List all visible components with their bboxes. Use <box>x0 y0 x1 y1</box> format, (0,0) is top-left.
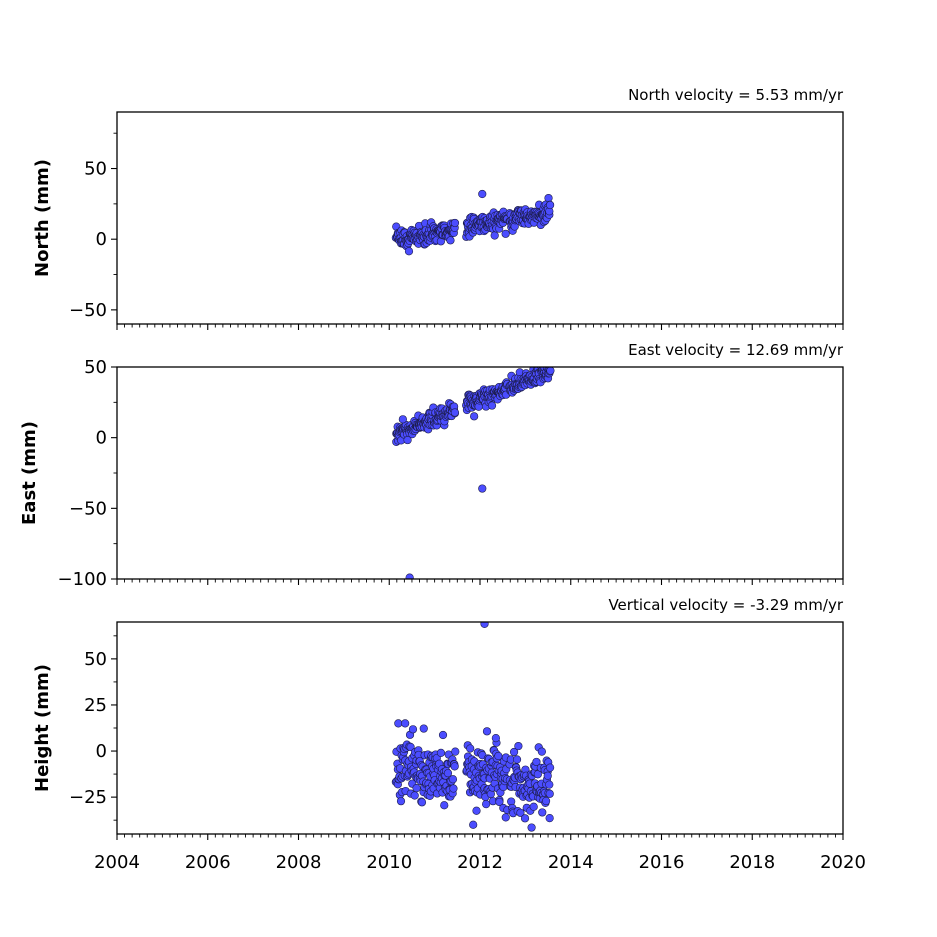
height-data-point <box>501 813 510 822</box>
height-data-point <box>394 719 403 728</box>
north-data-point <box>546 200 555 210</box>
height-data-point <box>440 801 449 810</box>
height-data-point <box>532 757 541 767</box>
north-y-tick-label: −50 <box>69 300 107 321</box>
height-x-tick-label: 2020 <box>820 852 866 873</box>
height-data-point <box>401 719 410 728</box>
height-data-point <box>450 762 459 771</box>
north-y-axis-label: North (mm) <box>32 159 53 277</box>
height-data-point <box>495 797 504 807</box>
north-plot-frame <box>116 111 844 325</box>
height-x-tick-label: 2016 <box>639 852 685 873</box>
height-data-point <box>438 730 448 740</box>
height-data-point <box>417 798 427 807</box>
height-data-point <box>546 763 555 772</box>
east-data-point <box>450 408 460 417</box>
height-panel: −25 0 25 50 2004 2006 2008 2010 2012 2014 2016 201… <box>32 596 866 873</box>
height-data-point <box>541 796 551 806</box>
height-data-point <box>410 791 419 800</box>
east-y-tick-label: 0 <box>96 428 107 449</box>
height-y-tick-label: 0 <box>96 741 107 762</box>
height-data-point <box>412 783 421 793</box>
height-data-point <box>509 747 519 757</box>
north-panel: −50 0 50 North velocity = 5.53 mm/yr North… <box>32 86 844 330</box>
north-data-point <box>404 247 414 256</box>
north-velocity-label: North velocity = 5.53 mm/yr <box>628 86 844 104</box>
height-x-tick-label: 2018 <box>729 852 775 873</box>
height-data-point <box>543 771 552 780</box>
north-data-point <box>544 193 553 203</box>
north-data-point <box>501 229 510 238</box>
east-y-axis-label: East (mm) <box>19 421 40 525</box>
height-y-tick-label: −25 <box>69 787 107 808</box>
east-y-tick-label: −100 <box>58 569 107 590</box>
height-data-point <box>480 622 489 628</box>
height-data-point <box>491 734 500 743</box>
east-y-tick-label: −50 <box>69 498 107 519</box>
east-data-point <box>478 484 487 493</box>
east-data-point <box>470 412 479 421</box>
north-data-points <box>391 189 555 256</box>
height-x-tick-label: 2008 <box>276 852 322 873</box>
height-data-point <box>527 823 536 832</box>
north-y-tick-label: 50 <box>84 159 107 180</box>
height-plot-frame <box>116 621 844 835</box>
height-data-point <box>537 747 546 756</box>
height-data-point <box>545 780 554 789</box>
north-data-point <box>478 189 487 199</box>
east-y-tick-label: 50 <box>84 357 107 378</box>
east-plot-frame <box>116 366 844 580</box>
east-panel: −100 −50 0 50 East velocity = 12.69 mm/yr E… <box>19 341 844 590</box>
height-data-point <box>514 741 523 751</box>
height-data-point <box>448 775 458 784</box>
height-data-point <box>538 808 547 817</box>
height-data-point <box>472 806 481 815</box>
height-data-point <box>545 814 554 823</box>
height-y-axis-label: Height (mm) <box>32 664 53 792</box>
height-data-point <box>482 800 491 809</box>
east-velocity-label: East velocity = 12.69 mm/yr <box>628 341 844 359</box>
height-data-point <box>545 789 554 798</box>
height-data-point <box>406 742 415 752</box>
height-velocity-label: Vertical velocity = -3.29 mm/yr <box>608 596 843 614</box>
height-data-points <box>391 622 555 832</box>
height-x-tick-label: 2012 <box>457 852 503 873</box>
height-data-point <box>520 814 530 823</box>
north-data-point <box>446 236 455 245</box>
height-data-point <box>469 820 478 829</box>
east-data-point <box>405 573 414 579</box>
east-data-point <box>546 367 555 375</box>
height-data-point <box>516 808 525 817</box>
height-y-tick-label: 25 <box>84 695 107 716</box>
height-x-tick-label: 2006 <box>185 852 231 873</box>
height-y-tick-label: 50 <box>84 649 107 670</box>
height-data-point <box>408 725 418 734</box>
north-data-point <box>450 218 460 228</box>
height-data-point <box>443 769 453 778</box>
height-x-tick-label: 2010 <box>366 852 412 873</box>
height-data-point <box>449 784 458 793</box>
height-data-point <box>512 755 522 764</box>
east-data-point <box>487 401 497 410</box>
height-x-tick-label: 2004 <box>94 852 140 873</box>
height-data-point <box>451 747 460 756</box>
height-data-point <box>482 727 492 736</box>
east-y-axis: −100 −50 0 50 <box>58 357 117 590</box>
height-data-point <box>396 797 406 806</box>
north-data-point <box>490 231 499 240</box>
height-y-axis: −25 0 25 50 <box>69 635 117 821</box>
height-x-tick-label: 2014 <box>548 852 594 873</box>
north-y-axis: −50 0 50 <box>69 132 117 321</box>
north-y-tick-label: 0 <box>96 229 107 250</box>
height-data-point <box>436 748 446 757</box>
height-data-point <box>529 802 538 811</box>
east-data-points <box>392 367 555 579</box>
height-data-point <box>419 724 428 733</box>
east-data-point <box>398 415 407 424</box>
height-data-point <box>466 744 475 753</box>
